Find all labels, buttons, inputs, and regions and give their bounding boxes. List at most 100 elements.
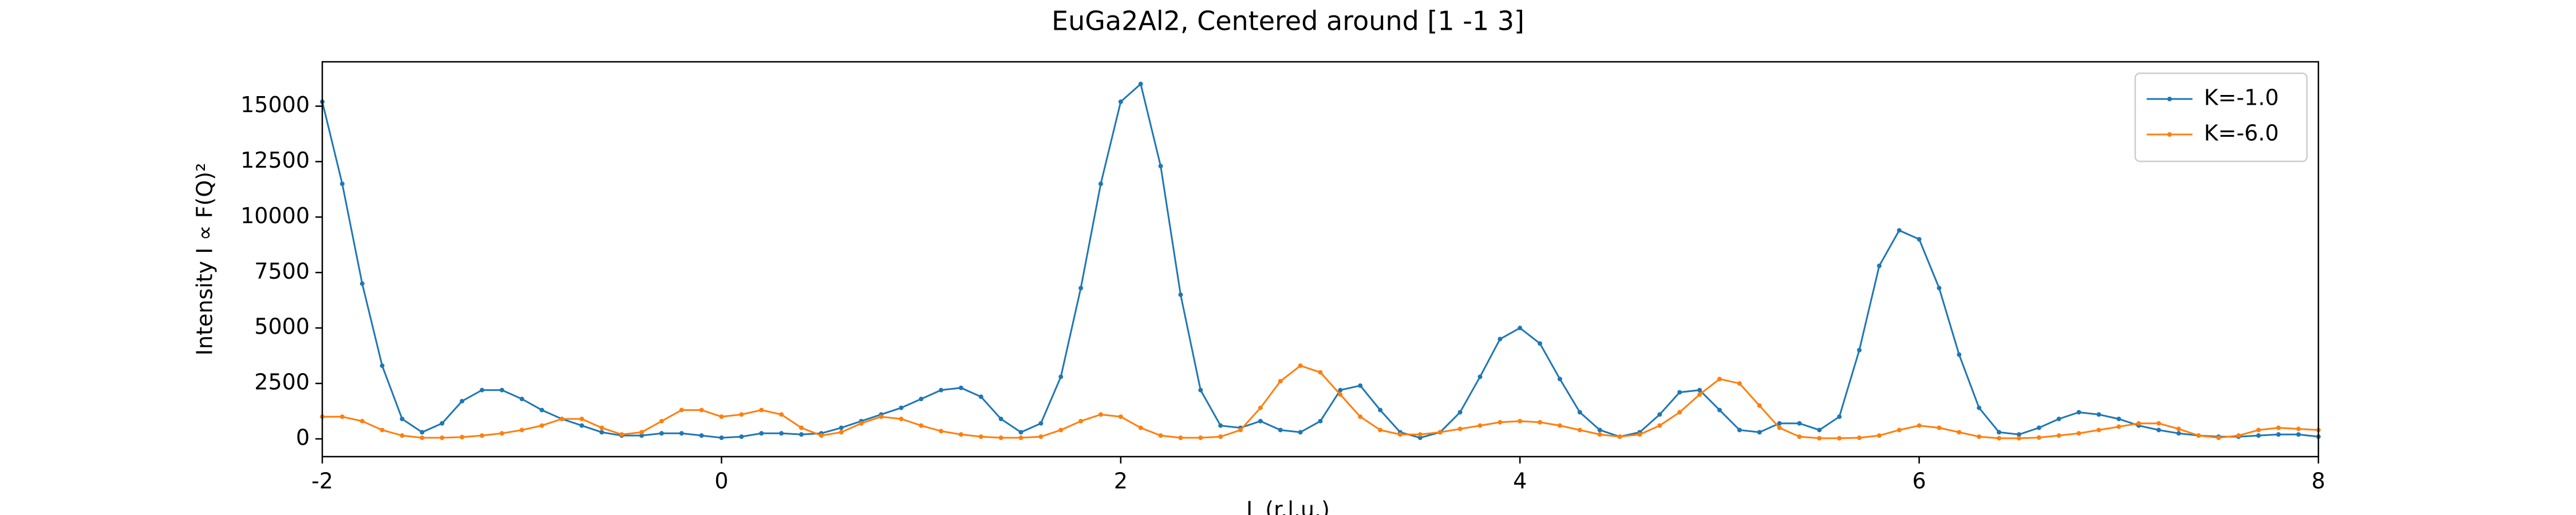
data-point — [1617, 434, 1622, 439]
data-point — [978, 434, 983, 439]
data-point — [1997, 430, 2002, 435]
data-point — [1937, 286, 1942, 291]
data-point — [1498, 419, 1503, 425]
data-point — [1518, 326, 1523, 331]
data-point — [1298, 430, 1303, 435]
data-point — [1457, 426, 1463, 431]
data-point — [1737, 427, 1742, 433]
data-point — [1358, 383, 1363, 388]
data-point — [998, 435, 1003, 441]
data-point — [1856, 347, 1862, 352]
data-point — [1178, 435, 1183, 441]
data-point — [539, 407, 544, 413]
data-point — [859, 421, 864, 426]
legend-label: K=-6.0 — [2204, 121, 2279, 146]
data-point — [1677, 410, 1682, 415]
data-point — [2096, 427, 2101, 433]
data-point — [2136, 421, 2142, 426]
data-point — [1657, 412, 1662, 417]
data-point — [1997, 435, 2002, 441]
data-point — [499, 431, 504, 436]
y-tick-label: 7500 — [254, 259, 310, 284]
data-point — [1098, 412, 1103, 417]
data-point — [460, 434, 465, 439]
data-point — [519, 427, 524, 433]
data-point — [2056, 433, 2061, 438]
data-point — [1258, 405, 1263, 410]
data-point — [359, 418, 365, 423]
data-point — [380, 427, 385, 433]
data-point — [679, 431, 684, 436]
data-point — [1897, 427, 1902, 433]
data-point — [958, 432, 963, 437]
data-point — [679, 407, 684, 413]
data-point — [1238, 427, 1243, 433]
data-point — [719, 435, 724, 441]
data-point — [659, 418, 664, 423]
data-point — [839, 430, 844, 435]
data-point — [1777, 425, 1782, 430]
data-point — [1557, 423, 1562, 428]
legend-box — [2134, 72, 2308, 163]
plot-frame — [321, 61, 2320, 458]
data-point — [1917, 237, 1922, 242]
data-point — [420, 430, 425, 435]
y-tick-label: 0 — [296, 425, 310, 450]
data-point — [659, 431, 664, 436]
data-point — [1937, 425, 1942, 430]
data-point — [619, 432, 625, 437]
data-point — [2276, 425, 2281, 430]
data-point — [599, 425, 605, 430]
data-point — [1417, 435, 1423, 441]
data-point — [1078, 418, 1084, 423]
y-tick-label: 10000 — [240, 203, 310, 228]
data-point — [1876, 433, 1882, 438]
data-point — [2116, 424, 2121, 429]
data-point — [479, 387, 484, 393]
data-point — [1118, 99, 1123, 104]
data-point — [759, 431, 764, 436]
data-point — [1477, 423, 1483, 428]
data-point — [1378, 427, 1383, 433]
data-point — [1897, 228, 1902, 233]
data-point — [1697, 387, 1702, 393]
data-line — [321, 82, 2319, 439]
y-axis-label: Intensity I ∝ F(Q)² — [192, 163, 218, 356]
data-point — [1477, 374, 1483, 379]
data-point — [2296, 432, 2301, 437]
data-point — [339, 414, 345, 419]
data-point — [1318, 418, 1323, 423]
data-point — [2256, 427, 2261, 433]
data-point — [1358, 414, 1363, 419]
data-point — [1518, 418, 1523, 423]
y-tick-label: 5000 — [254, 314, 310, 339]
data-point — [1098, 181, 1103, 187]
data-point — [579, 417, 584, 422]
y-tick-label: 12500 — [240, 148, 310, 173]
data-point — [1837, 435, 1842, 441]
data-point — [1657, 423, 1662, 428]
data-point — [359, 281, 365, 286]
data-point — [879, 414, 884, 419]
data-point — [899, 417, 904, 422]
data-point — [420, 435, 425, 441]
data-point — [1138, 81, 1143, 86]
data-point — [799, 432, 804, 437]
data-point — [958, 385, 963, 390]
data-point — [1178, 292, 1183, 298]
x-axis-label: L (r.l.u.) — [1246, 497, 1330, 515]
data-point — [1138, 425, 1143, 430]
data-point — [2076, 431, 2081, 436]
data-point — [2076, 410, 2081, 415]
data-point — [1538, 419, 1543, 425]
data-point — [2036, 425, 2041, 430]
data-point — [1957, 430, 1962, 435]
data-point — [1338, 392, 1343, 397]
data-point — [1977, 434, 1982, 439]
data-point — [1058, 374, 1064, 379]
data-point — [460, 399, 465, 404]
data-point — [1697, 392, 1702, 397]
data-point — [779, 431, 784, 436]
data-point — [1817, 435, 1822, 441]
data-point — [699, 433, 704, 438]
